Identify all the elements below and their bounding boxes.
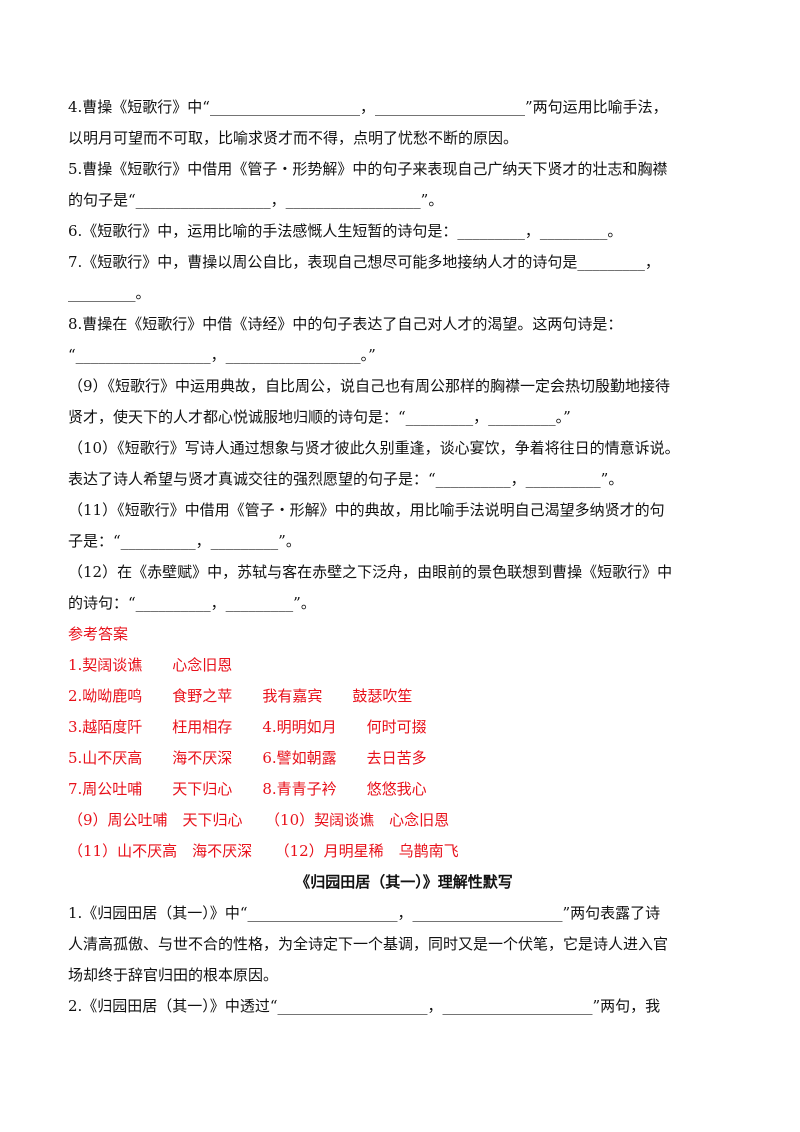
question-line: 贤才，使天下的人才都心悦诚服地归顺的诗句是：“_________，_______…: [68, 408, 571, 426]
answer-line: 5.山不厌高 海不厌深 6.譬如朝露 去日苦多: [68, 749, 427, 767]
question-line: （11）《短歌行》中借用《管子・形解》中的典故，用比喻手法说明自己渴望多纳贤才的…: [68, 501, 665, 519]
question-line: （9）《短歌行》中运用典故，自比周公，说自己也有周公那样的胸襟一定会热切殷勤地接…: [68, 377, 671, 395]
document: 4.曹操《短歌行》中“____________________，________…: [68, 92, 740, 1022]
question-line: （10）《短歌行》写诗人通过想象与贤才彼此久别重逢，谈心宴饮，争着将往日的情意诉…: [68, 439, 680, 457]
question-line: 2.《归园田居（其一）》中透过“____________________，___…: [68, 997, 661, 1015]
question-line: 人清高孤傲、与世不合的性格，为全诗定下一个基调，同时又是一个伏笔，它是诗人进入官: [68, 935, 669, 953]
question-line: 6.《短歌行》中，运用比喻的手法感慨人生短暂的诗句是：_________，___…: [68, 222, 623, 240]
question-line: 4.曹操《短歌行》中“____________________，________…: [68, 98, 668, 116]
question-line: _________。: [68, 284, 151, 302]
question-line: 的句子是“__________________，________________…: [68, 191, 444, 209]
answer-line: 1.契阔谈谯 心念旧恩: [68, 656, 233, 674]
question-line: 7.《短歌行》中，曹操以周公自比，表现自己想尽可能多地接纳人才的诗句是_____…: [68, 253, 660, 271]
question-line: 场却终于辞官归田的根本原因。: [68, 966, 279, 984]
question-line: 以明月可望而不可取，比喻求贤才而不得，点明了忧愁不断的原因。: [68, 129, 519, 147]
question-line: 8.曹操在《短歌行》中借《诗经》中的句子表达了自己对人才的渴望。这两句诗是：: [68, 315, 623, 333]
answer-line: （9）周公吐哺 天下归心 （10）契阔谈谯 心念旧恩: [68, 811, 450, 829]
answer-heading: 参考答案: [68, 625, 129, 643]
answer-line: 3.越陌度阡 枉用相存 4.明明如月 何时可掇: [68, 718, 427, 736]
answer-line: （11）山不厌高 海不厌深 （12）月明星稀 乌鹊南飞: [68, 842, 459, 860]
question-line: 表达了诗人希望与贤才真诚交往的强烈愿望的句子是：“__________，____…: [68, 470, 624, 488]
question-line: 5.曹操《短歌行》中借用《管子・形势解》中的句子来表现自己广纳天下贤才的壮志和胸…: [68, 160, 668, 178]
section-title: 《归园田居（其一）》理解性默写: [295, 873, 513, 891]
question-line: “__________________，__________________。”: [68, 346, 376, 364]
answer-line: 7.周公吐哺 天下归心 8.青青子衿 悠悠我心: [68, 780, 427, 798]
question-line: 的诗句：“__________，_________”。: [68, 594, 316, 612]
question-line: 1.《归园田居（其一）》中“____________________，_____…: [68, 904, 661, 922]
question-line: （12）在《赤壁赋》中，苏轼与客在赤壁之下泛舟，由眼前的景色联想到曹操《短歌行》…: [68, 563, 673, 581]
answer-line: 2.呦呦鹿鸣 食野之苹 我有嘉宾 鼓瑟吹笙: [68, 687, 413, 705]
question-line: 子是：“__________，_________”。: [68, 532, 301, 550]
